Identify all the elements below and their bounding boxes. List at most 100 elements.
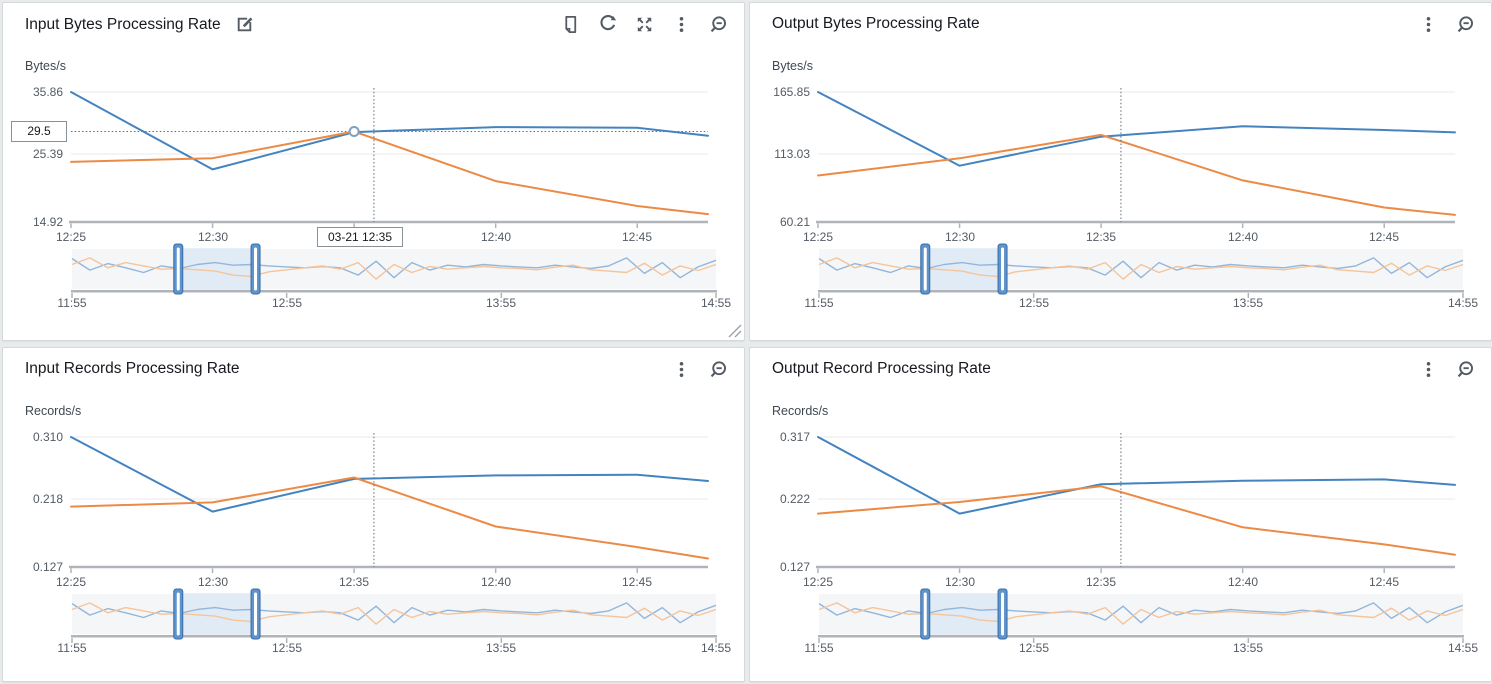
zoom-out-icon[interactable] bbox=[1456, 15, 1475, 34]
panel-toolbar bbox=[672, 360, 728, 379]
minimap-tick-label: 11:55 bbox=[804, 296, 833, 310]
y-tick-label: 165.85 bbox=[752, 84, 810, 100]
minimap-tick-label: 14:55 bbox=[1448, 641, 1478, 655]
x-tick-label: 12:45 bbox=[622, 575, 652, 589]
minimap-tick-label: 12:55 bbox=[272, 296, 302, 310]
y-tick-label: 14.92 bbox=[5, 214, 63, 230]
y-tick-label: 25.39 bbox=[5, 146, 63, 162]
panel-input-bytes-processing-rate: Input Bytes Processing Rate Bytes/s 35. bbox=[2, 2, 745, 341]
y-tick-label: 0.127 bbox=[752, 559, 810, 575]
panel-input-records-processing-rate: Input Records Processing Rate Records/s … bbox=[2, 347, 745, 682]
panel-title: Input Bytes Processing Rate bbox=[25, 16, 221, 34]
x-tick-label: 12:25 bbox=[803, 230, 833, 244]
minimap-axis-line bbox=[71, 290, 717, 293]
minimap-axis-line bbox=[818, 635, 1464, 638]
panel-output-bytes-processing-rate: Output Bytes Processing Rate Bytes/s 165… bbox=[749, 2, 1492, 341]
x-tick-label: 12:35 bbox=[1086, 575, 1116, 589]
minimap-tick-label: 12:55 bbox=[1019, 641, 1049, 655]
minimap-tick-label: 14:55 bbox=[701, 296, 731, 310]
zoom-out-icon[interactable] bbox=[1456, 360, 1475, 379]
x-tick-label: 12:40 bbox=[1228, 575, 1258, 589]
zoom-out-icon[interactable] bbox=[709, 360, 728, 379]
minimap-tick-label: 13:55 bbox=[486, 296, 516, 310]
y-axis-unit-label: Records/s bbox=[772, 404, 828, 418]
y-tick-label: 0.222 bbox=[752, 491, 810, 507]
x-tick-label: 12:45 bbox=[622, 230, 652, 244]
brush-handle-grip bbox=[254, 593, 257, 636]
minimap-tick-label: 13:55 bbox=[1233, 296, 1263, 310]
panel-output-record-processing-rate: Output Record Processing Rate Records/s … bbox=[749, 347, 1492, 682]
blue-series-line bbox=[71, 92, 708, 169]
orange-series-line bbox=[71, 478, 708, 559]
minimap-tick-label: 11:55 bbox=[804, 641, 833, 655]
input-records-line-chart[interactable] bbox=[3, 348, 744, 681]
brush-handle-grip bbox=[177, 593, 180, 636]
brush-handle-grip bbox=[177, 248, 180, 291]
x-tick-label: 12:40 bbox=[481, 575, 511, 589]
orange-series-line bbox=[818, 135, 1455, 215]
x-tick-label: 12:25 bbox=[56, 230, 86, 244]
brush-handle-grip bbox=[924, 593, 927, 636]
panel-header: Input Bytes Processing Rate bbox=[25, 15, 254, 34]
hover-y-value-box: 29.5 bbox=[11, 121, 67, 142]
refresh-icon[interactable] bbox=[598, 15, 617, 34]
brush-handle-grip bbox=[254, 248, 257, 291]
kebab-menu-icon[interactable] bbox=[672, 15, 691, 34]
panel-header: Input Records Processing Rate bbox=[25, 360, 240, 378]
document-icon[interactable] bbox=[561, 15, 580, 34]
dashboard: Input Bytes Processing Rate Bytes/s 35. bbox=[0, 0, 1492, 684]
panel-toolbar bbox=[1419, 15, 1475, 34]
panel-resize-handle[interactable] bbox=[728, 324, 742, 338]
output-record-line-chart[interactable] bbox=[750, 348, 1491, 681]
x-tick-label: 12:25 bbox=[803, 575, 833, 589]
x-tick-label: 12:40 bbox=[1228, 230, 1258, 244]
blue-series-line bbox=[71, 437, 708, 512]
minimap-tick-label: 12:55 bbox=[272, 641, 302, 655]
x-tick-label: 12:40 bbox=[481, 230, 511, 244]
panel-header: Output Bytes Processing Rate bbox=[772, 15, 980, 33]
panel-toolbar bbox=[561, 15, 728, 34]
x-tick-label: 12:30 bbox=[945, 575, 975, 589]
kebab-menu-icon[interactable] bbox=[1419, 15, 1438, 34]
minimap-tick-label: 11:55 bbox=[57, 641, 86, 655]
y-tick-label: 0.317 bbox=[752, 429, 810, 445]
minimap-tick-label: 11:55 bbox=[57, 296, 86, 310]
x-tick-label: 12:25 bbox=[56, 575, 86, 589]
expand-icon[interactable] bbox=[635, 15, 654, 34]
blue-series-line bbox=[818, 437, 1455, 514]
input-bytes-line-chart[interactable] bbox=[3, 3, 744, 340]
hover-x-value-box: 03-21 12:35 bbox=[317, 227, 403, 247]
y-tick-label: 35.86 bbox=[5, 84, 63, 100]
panel-title: Input Records Processing Rate bbox=[25, 360, 240, 378]
orange-series-line bbox=[818, 486, 1455, 554]
output-bytes-line-chart[interactable] bbox=[750, 3, 1491, 340]
x-tick-label: 12:30 bbox=[945, 230, 975, 244]
minimap-tick-label: 13:55 bbox=[486, 641, 516, 655]
panel-toolbar bbox=[1419, 360, 1475, 379]
brush-handle-grip bbox=[1001, 593, 1004, 636]
brush-handle-grip bbox=[924, 248, 927, 291]
x-tick-label: 12:35 bbox=[1086, 230, 1116, 244]
minimap-axis-line bbox=[71, 635, 717, 638]
minimap-tick-label: 12:55 bbox=[1019, 296, 1049, 310]
panel-header: Output Record Processing Rate bbox=[772, 360, 991, 378]
zoom-out-icon[interactable] bbox=[709, 15, 728, 34]
panel-title: Output Record Processing Rate bbox=[772, 360, 991, 378]
minimap-axis-line bbox=[818, 290, 1464, 293]
brush-handle-grip bbox=[1001, 248, 1004, 291]
x-tick-label: 12:30 bbox=[198, 575, 228, 589]
panel-title: Output Bytes Processing Rate bbox=[772, 15, 980, 33]
kebab-menu-icon[interactable] bbox=[1419, 360, 1438, 379]
y-tick-label: 113.03 bbox=[752, 146, 810, 162]
minimap-tick-label: 14:55 bbox=[701, 641, 731, 655]
edit-icon[interactable] bbox=[235, 15, 254, 34]
y-tick-label: 0.127 bbox=[5, 559, 63, 575]
y-axis-unit-label: Records/s bbox=[25, 404, 81, 418]
y-tick-label: 60.21 bbox=[752, 214, 810, 230]
minimap-tick-label: 14:55 bbox=[1448, 296, 1478, 310]
kebab-menu-icon[interactable] bbox=[672, 360, 691, 379]
minimap-tick-label: 13:55 bbox=[1233, 641, 1263, 655]
hover-point-marker bbox=[350, 127, 359, 136]
x-tick-label: 12:35 bbox=[339, 575, 369, 589]
y-tick-label: 0.310 bbox=[5, 429, 63, 445]
